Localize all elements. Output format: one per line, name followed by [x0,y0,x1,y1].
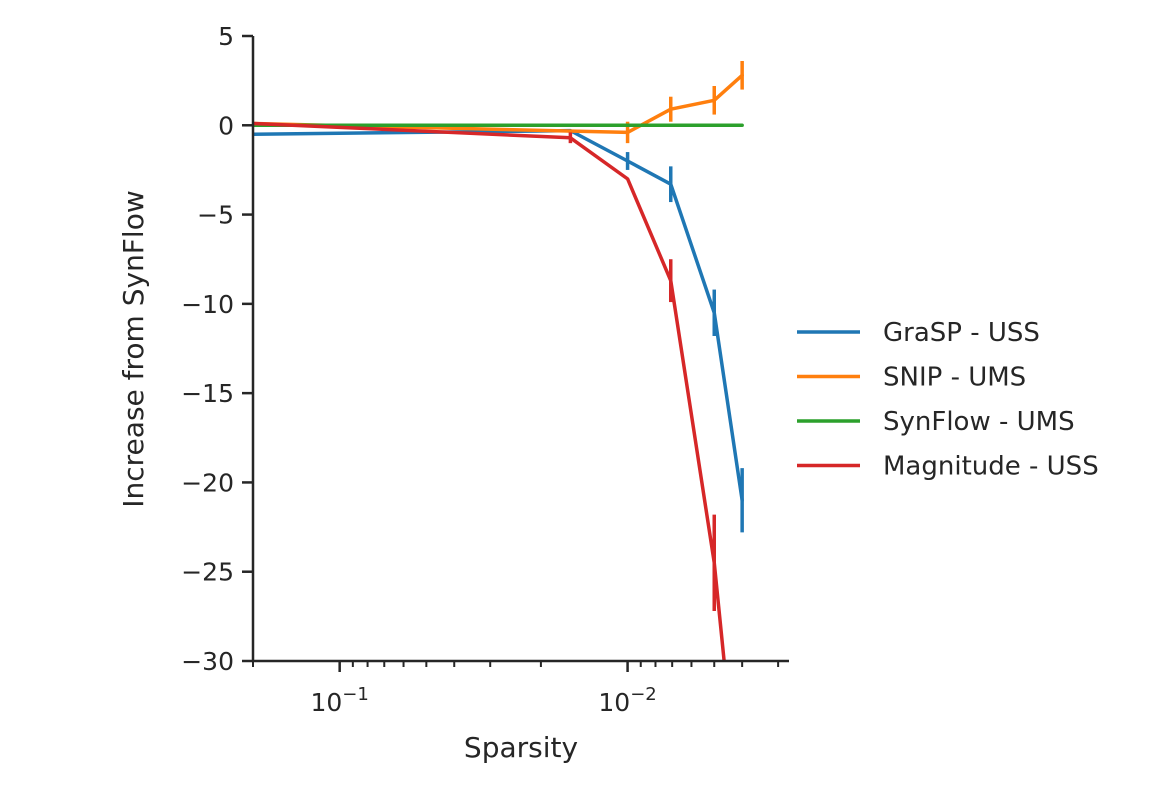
y-tick-label: −15 [181,379,234,408]
y-ticks: 5 0 −5 −10 −15 −20 −25 −30 [181,22,253,676]
y-tick-label: −20 [181,468,234,497]
legend-label: SynFlow - UMS [883,407,1075,437]
y-tick-label: −10 [181,290,234,319]
series-line [253,121,726,661]
axes: 5 0 −5 −10 −15 −20 −25 −30 10−1 10−2 [181,22,789,717]
legend-item: Magnitude - USS [797,452,1099,482]
y-tick-label: 5 [218,22,234,51]
series-line [253,128,744,503]
x-tick-label: 10−2 [598,684,656,717]
series-grasp-uss [253,128,744,533]
plot-series [253,61,744,661]
series-magnitude-uss [253,121,726,661]
legend-item: GraSP - USS [797,318,1040,348]
series-snip-ums [253,61,744,144]
y-tick-label: −5 [197,201,234,230]
y-tick-label: −30 [181,647,234,676]
y-tick-label: 0 [218,111,234,140]
x-axis-title: Sparsity [464,731,578,764]
x-ticks: 10−1 10−2 [252,661,780,717]
x-tick-label: 10−1 [310,684,368,717]
legend-item: SynFlow - UMS [797,407,1075,437]
y-tick-label: −25 [181,558,234,587]
legend-label: SNIP - UMS [883,363,1026,393]
y-axis-title: Increase from SynFlow [117,190,150,507]
legend-item: SNIP - UMS [797,363,1026,393]
legend-label: GraSP - USS [883,318,1040,348]
legend-label: Magnitude - USS [883,452,1099,482]
legend: GraSP - USS SNIP - UMS SynFlow - UMS Magnit… [797,318,1099,482]
